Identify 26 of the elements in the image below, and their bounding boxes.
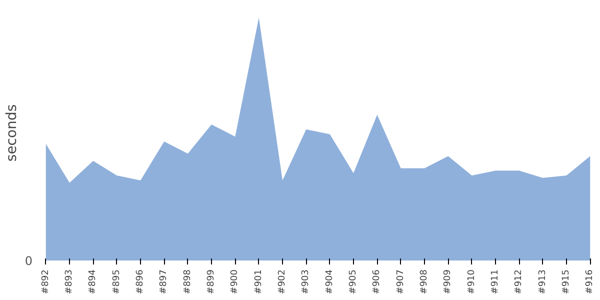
x-tick-label: #909 [443,269,454,294]
x-tick-label: #911 [490,269,500,294]
x-tick-label: #903 [301,269,312,294]
x-tick-label: #910 [466,269,477,294]
x-tick-label: #895 [112,269,122,294]
x-tick-label: #893 [64,269,75,294]
x-tick-label: #898 [182,269,193,294]
x-tick-label: #897 [159,269,170,294]
x-tick-label: #892 [40,269,51,294]
x-tick-label: #916 [585,269,596,294]
x-tick-label: #900 [230,269,240,294]
x-tick-label: #894 [88,269,98,294]
x-tick-label: #908 [419,269,430,294]
x-tick-label: #899 [206,269,217,294]
x-tick-label: #904 [324,269,335,294]
x-tick-label: #905 [348,269,358,294]
x-tick-label: #912 [514,269,524,294]
x-tick-label: #896 [136,269,146,294]
text: 0 [24,254,33,268]
x-tick-label: #915 [561,269,572,294]
x-tick-label: #906 [372,269,382,294]
y-axis-title: seconds [4,104,20,162]
x-tick-label: #901 [254,269,264,294]
x-tick-label: #902 [278,269,288,294]
x-tick-label: #907 [396,269,406,294]
x-tick-label: #913 [538,269,548,294]
